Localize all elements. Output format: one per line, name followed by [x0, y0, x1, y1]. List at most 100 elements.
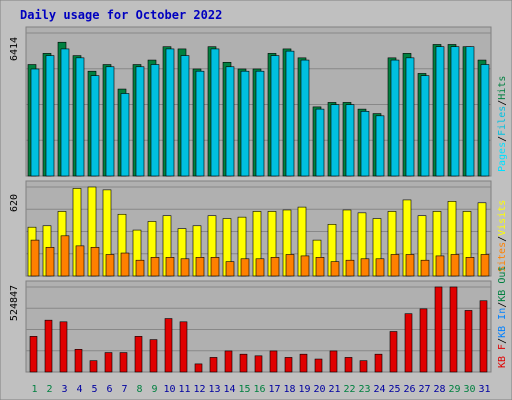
- day-label: 21: [328, 384, 340, 395]
- bar-files: [105, 66, 115, 177]
- bar-sites: [450, 254, 460, 277]
- day-label: 2: [46, 384, 52, 395]
- day-label: 30: [463, 384, 475, 395]
- day-label: 7: [121, 384, 127, 395]
- day-label: 24: [373, 384, 385, 395]
- bar-files: [210, 48, 220, 177]
- bar-files: [180, 55, 190, 177]
- bar-sites: [315, 257, 325, 277]
- day-label: 10: [163, 384, 175, 395]
- bar-files: [435, 46, 445, 177]
- bar-sites: [195, 257, 205, 277]
- day-labels: 1 2 3 4 5 6 7 8 9 10 11 12 13 14 15 16 17 18 19 20 21 22 23 24 2…: [31, 384, 490, 395]
- legend-item: KB Out: [497, 266, 508, 302]
- bar-sites: [105, 254, 115, 277]
- bar-files: [240, 70, 250, 177]
- bar-files: [135, 66, 145, 177]
- bar-kb-f: [389, 331, 398, 373]
- bar-kb-f: [434, 286, 443, 373]
- y-max-label: 524847: [9, 285, 20, 321]
- bar-files: [225, 66, 235, 177]
- legend-separator: /: [497, 136, 508, 142]
- bar-kb-f: [314, 358, 323, 373]
- day-label: 5: [91, 384, 97, 395]
- bar-kb-f: [104, 352, 113, 373]
- bar-kb-f: [299, 353, 308, 373]
- day-label: 23: [358, 384, 370, 395]
- legend-item: KB F: [497, 344, 508, 368]
- day-label: 13: [208, 384, 220, 395]
- bar-files: [165, 48, 175, 177]
- bar-files: [345, 104, 355, 177]
- bar-sites: [270, 257, 280, 277]
- bar-files: [270, 55, 280, 177]
- day-label: 15: [238, 384, 250, 395]
- bar-sites: [30, 239, 40, 277]
- y-max-label: 6414: [9, 37, 20, 61]
- bar-sites: [75, 245, 85, 277]
- bar-kb-f: [329, 350, 338, 373]
- day-label: 25: [388, 384, 400, 395]
- y-max-label: 620: [9, 194, 20, 212]
- day-label: 3: [61, 384, 67, 395]
- bar-files: [120, 93, 130, 177]
- day-label: 1: [31, 384, 37, 395]
- bar-files: [420, 75, 430, 177]
- bar-files: [150, 64, 160, 177]
- bar-kb-f: [404, 313, 413, 373]
- bar-kb-f: [269, 350, 278, 373]
- bar-kb-f: [374, 353, 383, 373]
- legend-item: Files: [497, 106, 508, 136]
- bar-kb-f: [164, 318, 173, 373]
- bar-sites: [465, 257, 475, 277]
- bar-files: [60, 48, 70, 177]
- panel-visits-sites: 620 Sites/Visits: [9, 180, 508, 277]
- bar-files: [300, 59, 310, 177]
- bar-sites: [405, 254, 415, 277]
- bar-kb-f: [239, 353, 248, 373]
- bar-sites: [120, 252, 130, 277]
- day-label: 4: [76, 384, 82, 395]
- bar-sites: [180, 258, 190, 277]
- day-label: 8: [136, 384, 142, 395]
- bar-sites: [225, 261, 235, 277]
- bar-sites: [60, 235, 70, 277]
- bar-files: [390, 59, 400, 177]
- bar-kb-f: [194, 363, 203, 373]
- day-label: 14: [223, 384, 235, 395]
- day-label: 11: [178, 384, 190, 395]
- legend-separator: /: [497, 302, 508, 308]
- bar-sites: [360, 258, 370, 277]
- bar-kb-f: [134, 336, 143, 373]
- bar-kb-f: [89, 360, 98, 373]
- bar-kb-f: [179, 321, 188, 373]
- legend-item: Sites: [497, 242, 508, 272]
- bar-kb-f: [29, 336, 38, 373]
- bar-sites: [420, 259, 430, 277]
- bar-files: [75, 57, 85, 177]
- bar-files: [90, 75, 100, 177]
- bar-sites: [165, 257, 175, 277]
- bar-sites: [255, 258, 265, 277]
- bar-sites: [135, 259, 145, 277]
- bar-kb-f: [149, 339, 158, 373]
- bar-kb-f: [44, 319, 53, 373]
- bar-files: [30, 68, 40, 177]
- bar-kb-f: [254, 355, 263, 373]
- bar-kb-f: [209, 357, 218, 373]
- bar-kb-f: [419, 308, 428, 373]
- bar-kb-f: [344, 357, 353, 373]
- bar-files: [465, 46, 475, 177]
- bar-sites: [90, 246, 100, 277]
- bar-kb-f: [359, 360, 368, 373]
- day-label: 31: [478, 384, 490, 395]
- day-label: 17: [268, 384, 280, 395]
- bar-sites: [390, 254, 400, 277]
- bar-files: [285, 50, 295, 177]
- bar-files: [405, 57, 415, 177]
- bar-files: [195, 70, 205, 177]
- bar-kb-f: [284, 357, 293, 373]
- legend-separator: /: [497, 100, 508, 106]
